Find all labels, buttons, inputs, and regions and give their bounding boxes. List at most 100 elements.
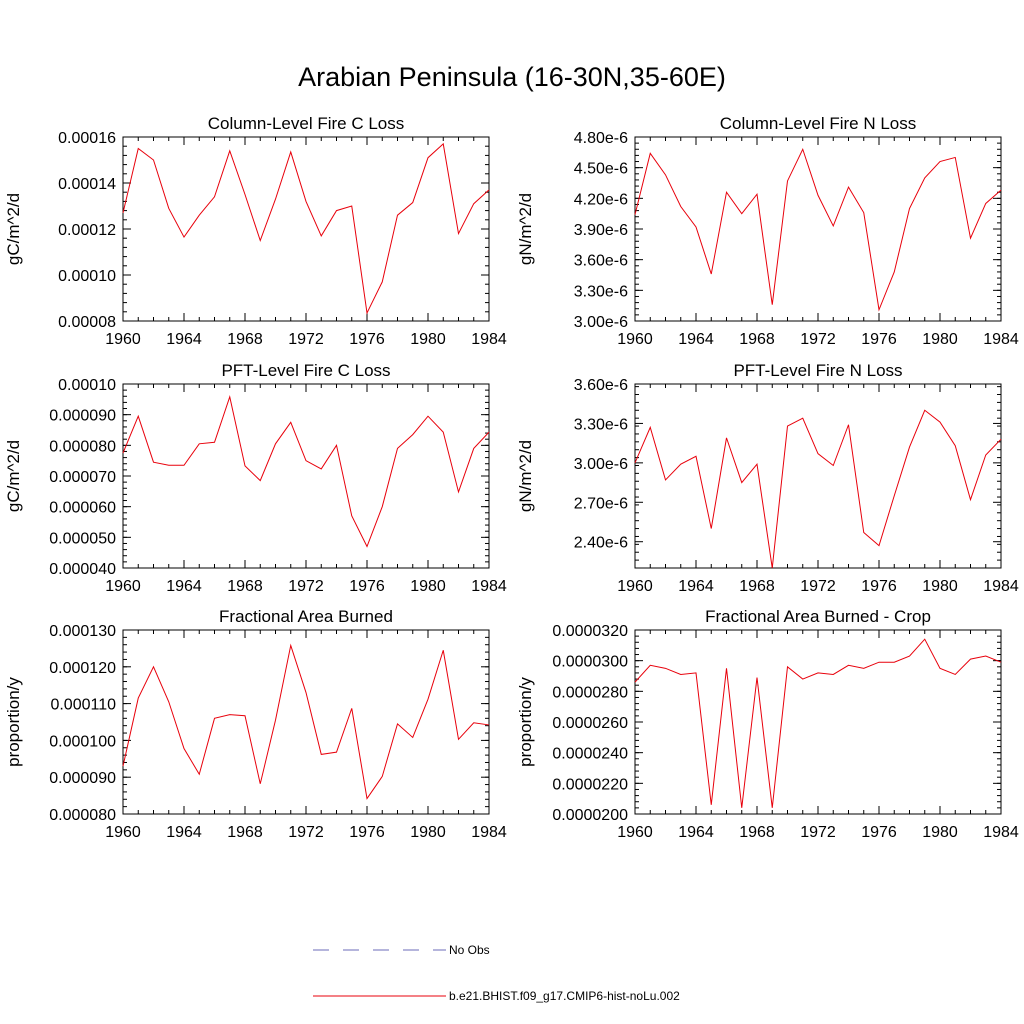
panel-4: PFT-Level Fire N Loss gN/m^2/d 1960 1964 196… [516, 361, 1019, 595]
y-tick-label: 4.20e-6 [574, 191, 628, 208]
y-tick-label: 0.0000280 [552, 684, 628, 701]
x-tick-label: 1984 [471, 824, 507, 841]
x-tick-label: 1980 [922, 824, 958, 841]
panel-title: Fractional Area Burned - Crop [705, 607, 931, 626]
panel-1: Column-Level Fire C Loss gC/m^2/d 1960 1964… [4, 114, 507, 348]
x-tick-label: 1976 [349, 824, 385, 841]
series-line [634, 409, 1002, 569]
x-tick-label: 1964 [678, 331, 714, 348]
y-axis-label: gN/m^2/d [516, 193, 535, 265]
x-tick-label: 1972 [800, 331, 836, 348]
series-line [122, 142, 490, 315]
y-tick-label: 0.000090 [49, 408, 116, 425]
y-axis-label: gC/m^2/d [4, 193, 23, 265]
x-tick-label: 1972 [288, 578, 324, 595]
panel-3: PFT-Level Fire C Loss gC/m^2/d 1960 1964 196… [4, 361, 507, 595]
plot-frame [122, 629, 490, 815]
x-tick-label: 1964 [678, 578, 714, 595]
y-tick-label: 4.80e-6 [574, 130, 628, 147]
y-tick-label: 0.0000320 [552, 623, 628, 640]
x-tick-label: 1960 [105, 331, 141, 348]
x-tick-label: 1972 [800, 824, 836, 841]
y-tick-label: 0.000090 [49, 770, 116, 787]
y-tick-label: 0.000070 [49, 469, 116, 486]
x-tick-label: 1960 [617, 578, 653, 595]
panel-title: Column-Level Fire N Loss [720, 114, 917, 133]
x-tick-label: 1976 [349, 578, 385, 595]
y-tick-label: 0.00014 [58, 176, 116, 193]
series-line [122, 395, 490, 548]
plot-frame [634, 629, 1002, 815]
panel-title: Fractional Area Burned [219, 607, 393, 626]
y-tick-label: 0.0000220 [552, 776, 628, 793]
panel-5: Fractional Area Burned proportion/y 1960 19… [4, 607, 507, 841]
y-tick-label: 0.0000300 [552, 654, 628, 671]
y-tick-label: 3.60e-6 [574, 253, 628, 270]
x-tick-label: 1984 [471, 578, 507, 595]
y-tick-label: 0.0000240 [552, 746, 628, 763]
y-axis-label: proportion/y [4, 677, 23, 767]
y-axis-label: gN/m^2/d [516, 440, 535, 512]
y-tick-label: 2.40e-6 [574, 535, 628, 552]
x-tick-label: 1960 [105, 824, 141, 841]
x-tick-label: 1968 [227, 331, 263, 348]
y-tick-label: 3.00e-6 [574, 456, 628, 473]
x-tick-label: 1984 [983, 331, 1019, 348]
x-tick-label: 1968 [739, 331, 775, 348]
x-tick-label: 1964 [166, 578, 202, 595]
x-tick-label: 1968 [739, 578, 775, 595]
x-tick-label: 1972 [800, 578, 836, 595]
x-tick-label: 1964 [166, 331, 202, 348]
legend-label: No Obs [449, 943, 490, 957]
x-tick-label: 1980 [410, 578, 446, 595]
y-tick-label: 0.000100 [49, 733, 116, 750]
series-line [634, 147, 1002, 312]
panel-title: Column-Level Fire C Loss [208, 114, 405, 133]
plot-frame [634, 383, 1002, 569]
x-tick-label: 1968 [739, 824, 775, 841]
x-tick-label: 1984 [983, 824, 1019, 841]
y-tick-label: 0.000110 [50, 697, 116, 714]
y-tick-label: 0.000060 [49, 500, 116, 517]
y-tick-label: 3.90e-6 [574, 222, 628, 239]
x-tick-label: 1960 [617, 824, 653, 841]
x-tick-label: 1980 [922, 578, 958, 595]
y-tick-label: 0.0000200 [552, 807, 628, 824]
x-tick-label: 1976 [861, 824, 897, 841]
y-tick-label: 3.30e-6 [574, 416, 628, 433]
x-tick-label: 1964 [166, 824, 202, 841]
y-tick-label: 0.000080 [49, 807, 116, 824]
y-tick-label: 2.70e-6 [574, 495, 628, 512]
panel-title: PFT-Level Fire N Loss [733, 361, 902, 380]
y-axis-label: proportion/y [516, 677, 535, 767]
y-tick-label: 0.000040 [49, 561, 116, 578]
y-axis-label: gC/m^2/d [4, 440, 23, 512]
x-tick-label: 1960 [105, 578, 141, 595]
y-tick-label: 0.00016 [58, 130, 116, 147]
x-tick-label: 1980 [922, 331, 958, 348]
y-tick-label: 3.00e-6 [574, 314, 628, 331]
plot-frame [122, 383, 490, 569]
y-tick-label: 0.000130 [49, 623, 116, 640]
x-tick-label: 1972 [288, 331, 324, 348]
y-tick-label: 3.60e-6 [574, 377, 628, 394]
panel-title: PFT-Level Fire C Loss [221, 361, 390, 380]
x-tick-label: 1984 [983, 578, 1019, 595]
x-tick-label: 1976 [861, 578, 897, 595]
y-tick-label: 0.00010 [58, 377, 116, 394]
y-tick-label: 0.00012 [58, 222, 116, 239]
x-tick-label: 1968 [227, 824, 263, 841]
x-tick-label: 1960 [617, 331, 653, 348]
x-tick-label: 1984 [471, 331, 507, 348]
plot-frame [122, 136, 490, 322]
y-tick-label: 0.0000260 [552, 715, 628, 732]
x-tick-label: 1980 [410, 824, 446, 841]
x-tick-label: 1968 [227, 578, 263, 595]
y-tick-label: 0.000120 [49, 660, 116, 677]
y-tick-label: 4.50e-6 [574, 161, 628, 178]
figure-title: Arabian Peninsula (16-30N,35-60E) [298, 62, 726, 92]
series-line [634, 638, 1002, 808]
plot-frame [634, 136, 1002, 322]
